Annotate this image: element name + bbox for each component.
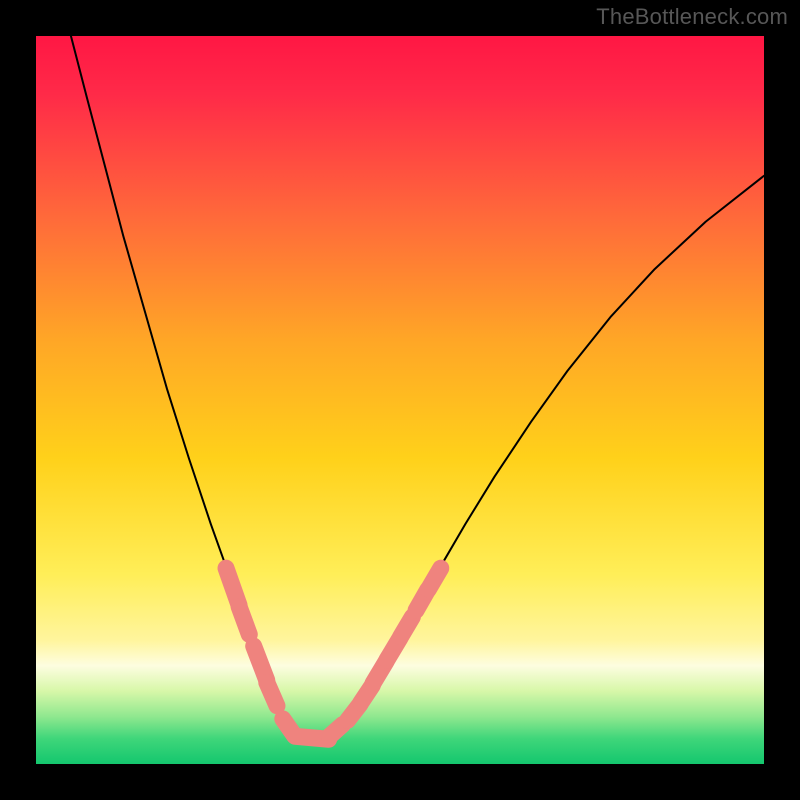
curve-marker-segment bbox=[401, 617, 413, 637]
curve-marker-segment bbox=[428, 568, 440, 589]
plot-area bbox=[36, 36, 764, 764]
curve-marker-segment bbox=[239, 607, 249, 635]
gradient-background bbox=[36, 36, 764, 764]
curve-marker-segment bbox=[329, 725, 342, 737]
curve-marker-segment bbox=[267, 682, 277, 705]
chart-frame: TheBottleneck.com bbox=[0, 0, 800, 800]
watermark-text: TheBottleneck.com bbox=[596, 4, 788, 30]
bottleneck-curve-chart bbox=[36, 36, 764, 764]
